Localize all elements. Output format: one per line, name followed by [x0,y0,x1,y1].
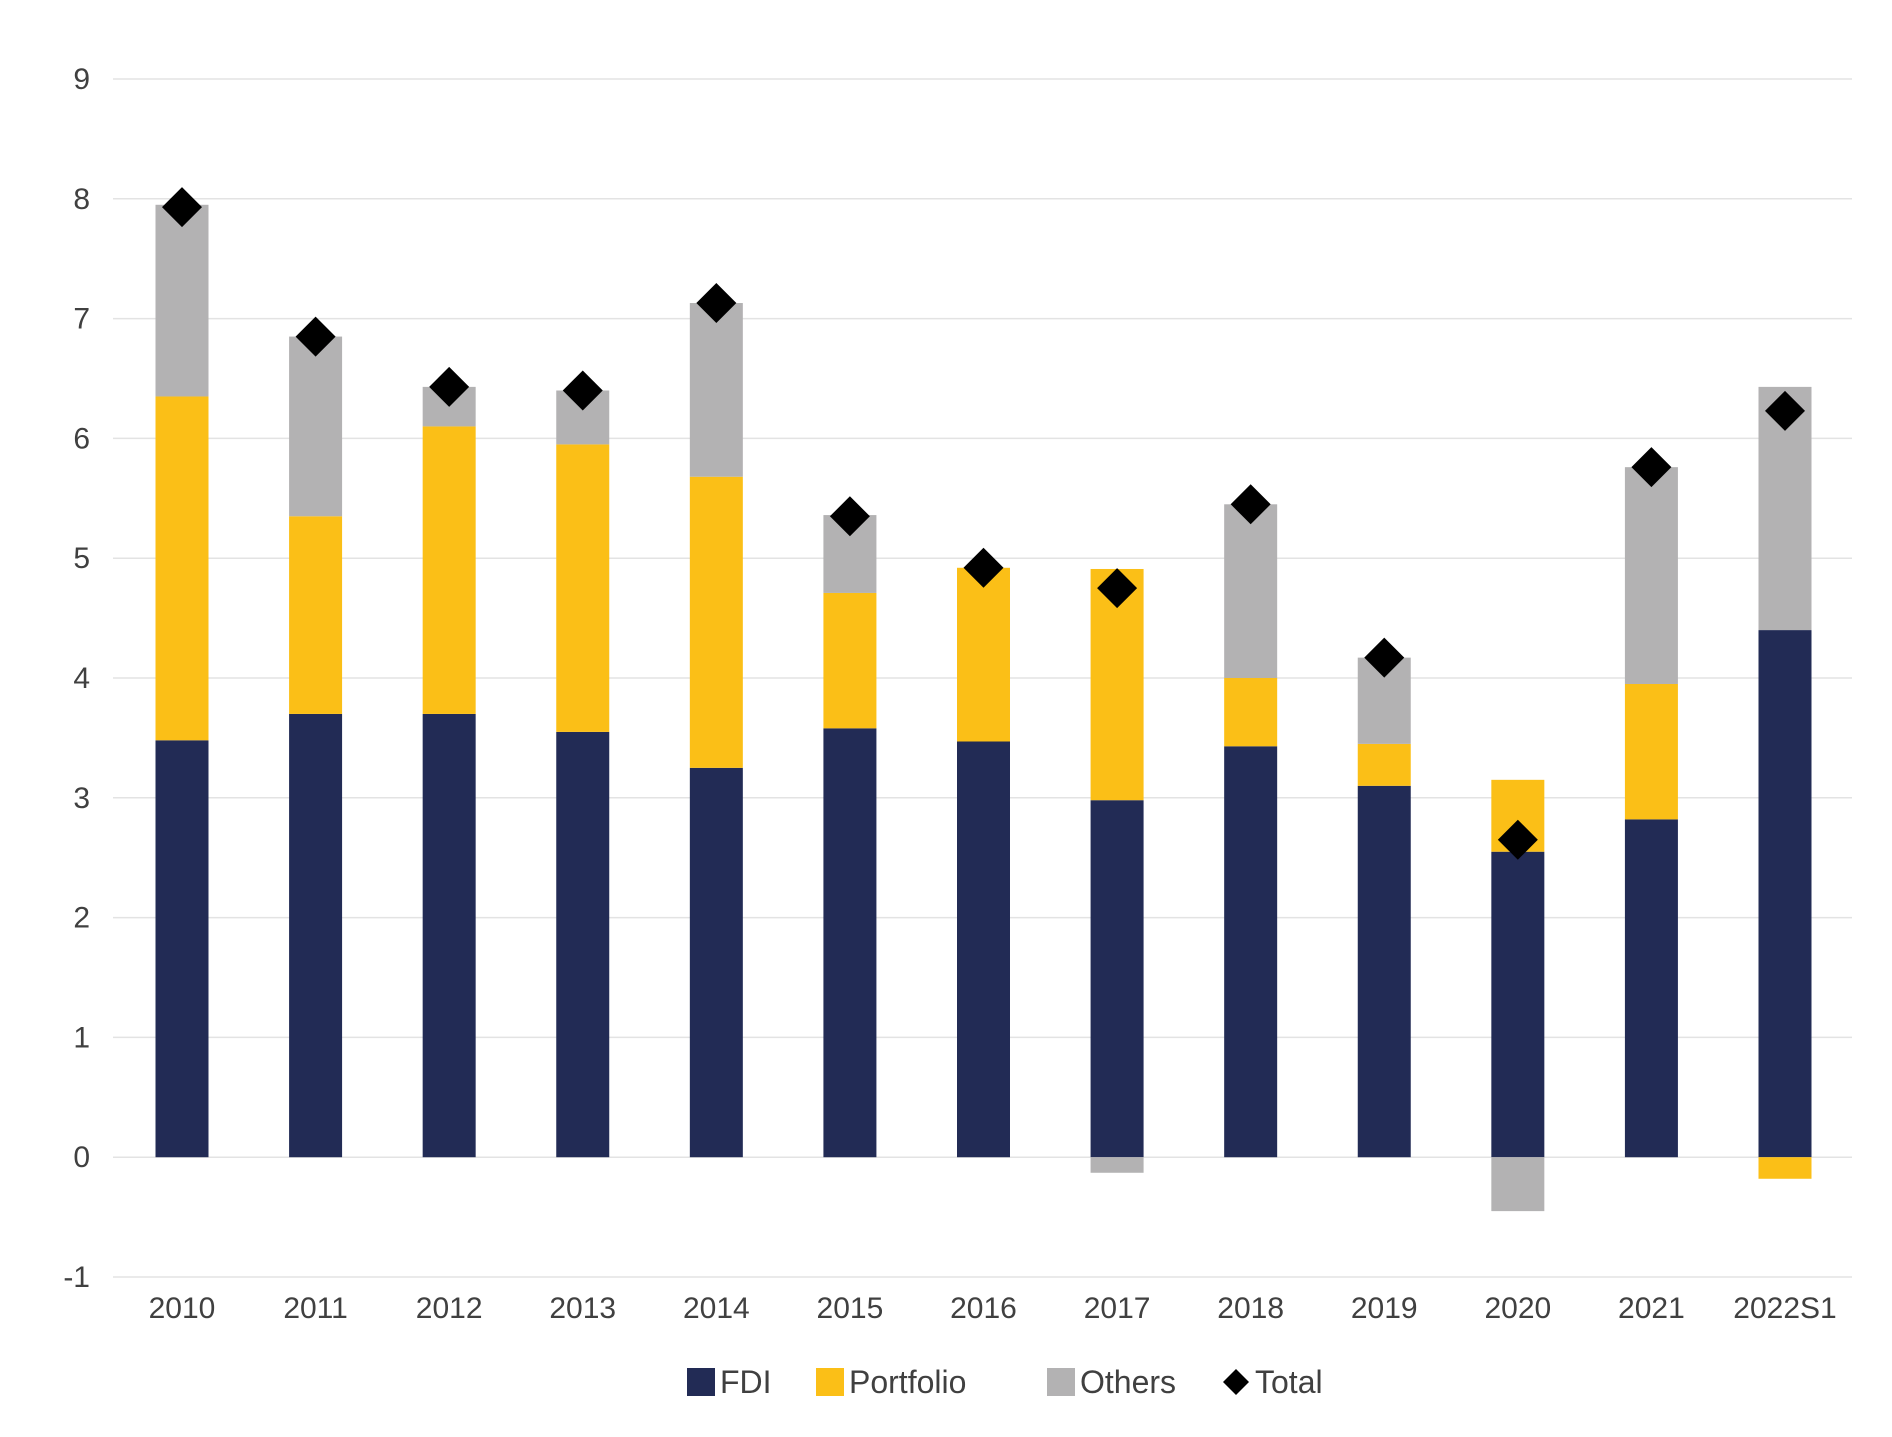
bar-fdi-2016 [957,741,1010,1158]
marker-total-2021 [1631,447,1672,488]
bar-fdi-2013 [556,731,610,1158]
bar-portfolio-2019 [1357,743,1411,786]
marker-total-2014 [696,283,737,324]
bar-fdi-2017 [1090,800,1144,1158]
marker-total-2020 [1497,819,1538,860]
y-tick-label: 5 [73,542,90,575]
bar-portfolio-2013 [556,444,610,732]
y-tick-label: -1 [63,1261,90,1294]
bar-fdi-2015 [823,728,877,1158]
x-tick-label-2014: 2014 [683,1292,750,1325]
x-tick-label-2016: 2016 [950,1292,1017,1325]
marker-total-2012 [429,366,470,407]
x-tick-label-2011: 2011 [283,1292,348,1325]
marker-total-2018 [1230,484,1271,525]
y-tick-label: 8 [73,183,90,216]
legend-label-portfolio: Portfolio [849,1364,966,1400]
y-tick-label: 4 [73,662,90,695]
bar-portfolio-2015 [823,592,877,729]
marker-total-2022s1 [1765,390,1805,431]
bar-others-2018 [1224,504,1278,678]
legend: FDI Portfolio Others Total [687,1364,1323,1400]
bar-others-2011 [289,336,343,517]
bar-fdi-2018 [1224,746,1278,1158]
legend-label-fdi: FDI [720,1364,772,1400]
marker-total-2016 [963,547,1004,588]
legend-swatch-portfolio [816,1368,844,1396]
x-tick-label-2022s1: 2022S1 [1733,1292,1836,1325]
legend-label-others: Others [1080,1364,1176,1400]
bars [155,204,1812,1212]
marker-total-2017 [1097,568,1138,609]
bar-portfolio-2016 [957,567,1010,742]
x-tick-label-2015: 2015 [817,1292,884,1325]
y-tick-label: 0 [73,1141,90,1174]
bar-fdi-2020 [1491,851,1545,1158]
y-tick-label: 2 [73,902,90,935]
legend-label-total: Total [1255,1364,1323,1400]
marker-total-2015 [829,496,870,537]
bar-fdi-2021 [1624,819,1678,1158]
bar-fdi-2011 [289,713,343,1158]
bar-portfolio-2010 [155,396,209,741]
bar-others-2021 [1624,467,1678,684]
bar-others-2020 [1491,1157,1545,1212]
bar-portfolio-2022s1 [1758,1157,1812,1179]
marker-total-2013 [562,370,603,411]
x-tick-label-2018: 2018 [1217,1292,1284,1325]
bar-fdi-2019 [1357,785,1411,1158]
x-axis-ticks: 2010 2011 2012 2013 2014 2015 2016 2017 2018 2019… [149,1292,1837,1325]
x-tick-label-2019: 2019 [1351,1292,1418,1325]
bar-portfolio-2021 [1624,683,1678,820]
legend-swatch-fdi [687,1368,715,1396]
marker-total-2011 [295,316,336,357]
x-tick-label-2012: 2012 [416,1292,483,1325]
x-tick-label-2020: 2020 [1484,1292,1551,1325]
y-tick-label: 1 [73,1021,90,1054]
x-tick-label-2013: 2013 [549,1292,616,1325]
bar-fdi-2022s1 [1758,630,1812,1158]
total-markers [162,187,1805,860]
y-tick-label: 6 [73,422,90,455]
bar-others-2014 [689,303,743,477]
bar-fdi-2010 [155,740,209,1158]
bar-portfolio-2011 [289,516,343,714]
bar-others-2010 [155,204,209,397]
marker-total-2019 [1364,637,1405,678]
bar-others-2017 [1090,1157,1144,1173]
bar-portfolio-2018 [1224,678,1278,747]
x-tick-label-2017: 2017 [1084,1292,1151,1325]
legend-swatch-others [1047,1368,1075,1396]
bar-fdi-2014 [689,767,743,1158]
x-tick-label-2021: 2021 [1618,1292,1685,1325]
y-axis-ticks: -1 0 1 2 3 4 5 6 7 8 9 [63,63,90,1294]
legend-swatch-total [1223,1369,1249,1395]
bar-portfolio-2014 [689,476,743,768]
bar-fdi-2012 [422,713,476,1158]
y-tick-label: 7 [73,303,90,336]
x-tick-label-2010: 2010 [149,1292,216,1325]
bar-portfolio-2012 [422,426,476,714]
marker-total-2010 [162,187,202,228]
y-tick-label: 3 [73,782,90,815]
y-tick-label: 9 [73,63,90,96]
